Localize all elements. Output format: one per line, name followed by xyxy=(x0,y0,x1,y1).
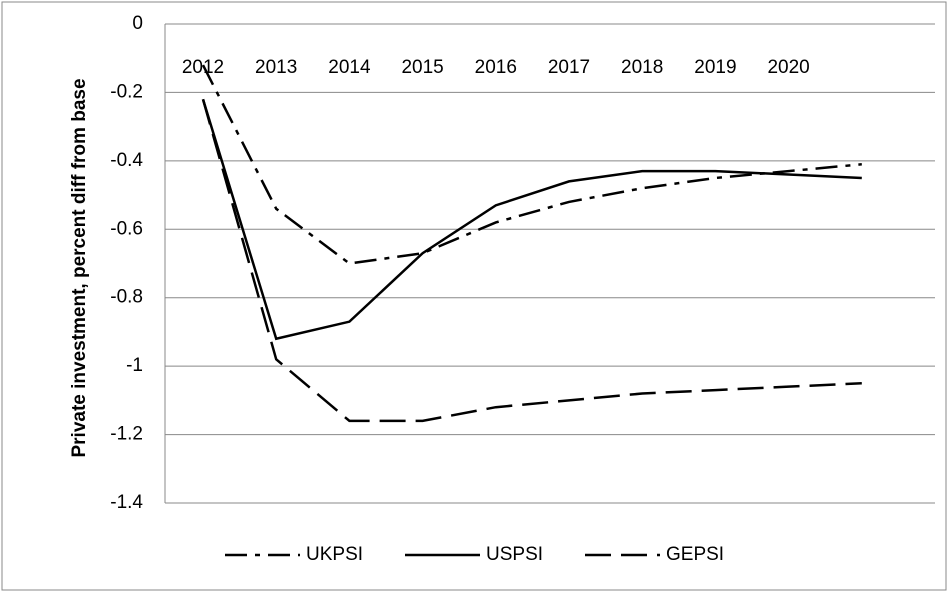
y-tick-label: -0.6 xyxy=(110,218,143,239)
y-tick-label: -1.4 xyxy=(110,492,143,513)
x-tick-label: 2014 xyxy=(328,57,371,78)
x-tick-label: 2015 xyxy=(401,57,443,78)
x-tick-label: 2020 xyxy=(767,57,809,78)
legend-label: USPSI xyxy=(486,544,543,565)
legend-label: UKPSI xyxy=(306,544,363,565)
legend-label: GEPSI xyxy=(666,544,724,565)
y-tick-label: -0.4 xyxy=(110,150,143,171)
y-tick-label: 0 xyxy=(132,13,143,34)
x-tick-label: 2013 xyxy=(255,57,297,78)
line-series xyxy=(201,64,862,265)
x-tick-label: 2019 xyxy=(694,57,736,78)
line-series xyxy=(201,98,862,423)
line-series xyxy=(201,98,862,341)
y-axis-label: Private investment, percent diff from ba… xyxy=(69,78,90,457)
y-tick-label: -1 xyxy=(126,355,143,376)
x-tick-label: 2017 xyxy=(548,57,590,78)
x-tick-label: 2016 xyxy=(475,57,517,78)
y-tick-label: -1.2 xyxy=(110,424,143,445)
y-tick-label: -0.8 xyxy=(110,287,143,308)
x-tick-label: 2018 xyxy=(621,57,663,78)
y-tick-label: -0.2 xyxy=(110,81,143,102)
chart-border xyxy=(1,1,947,591)
